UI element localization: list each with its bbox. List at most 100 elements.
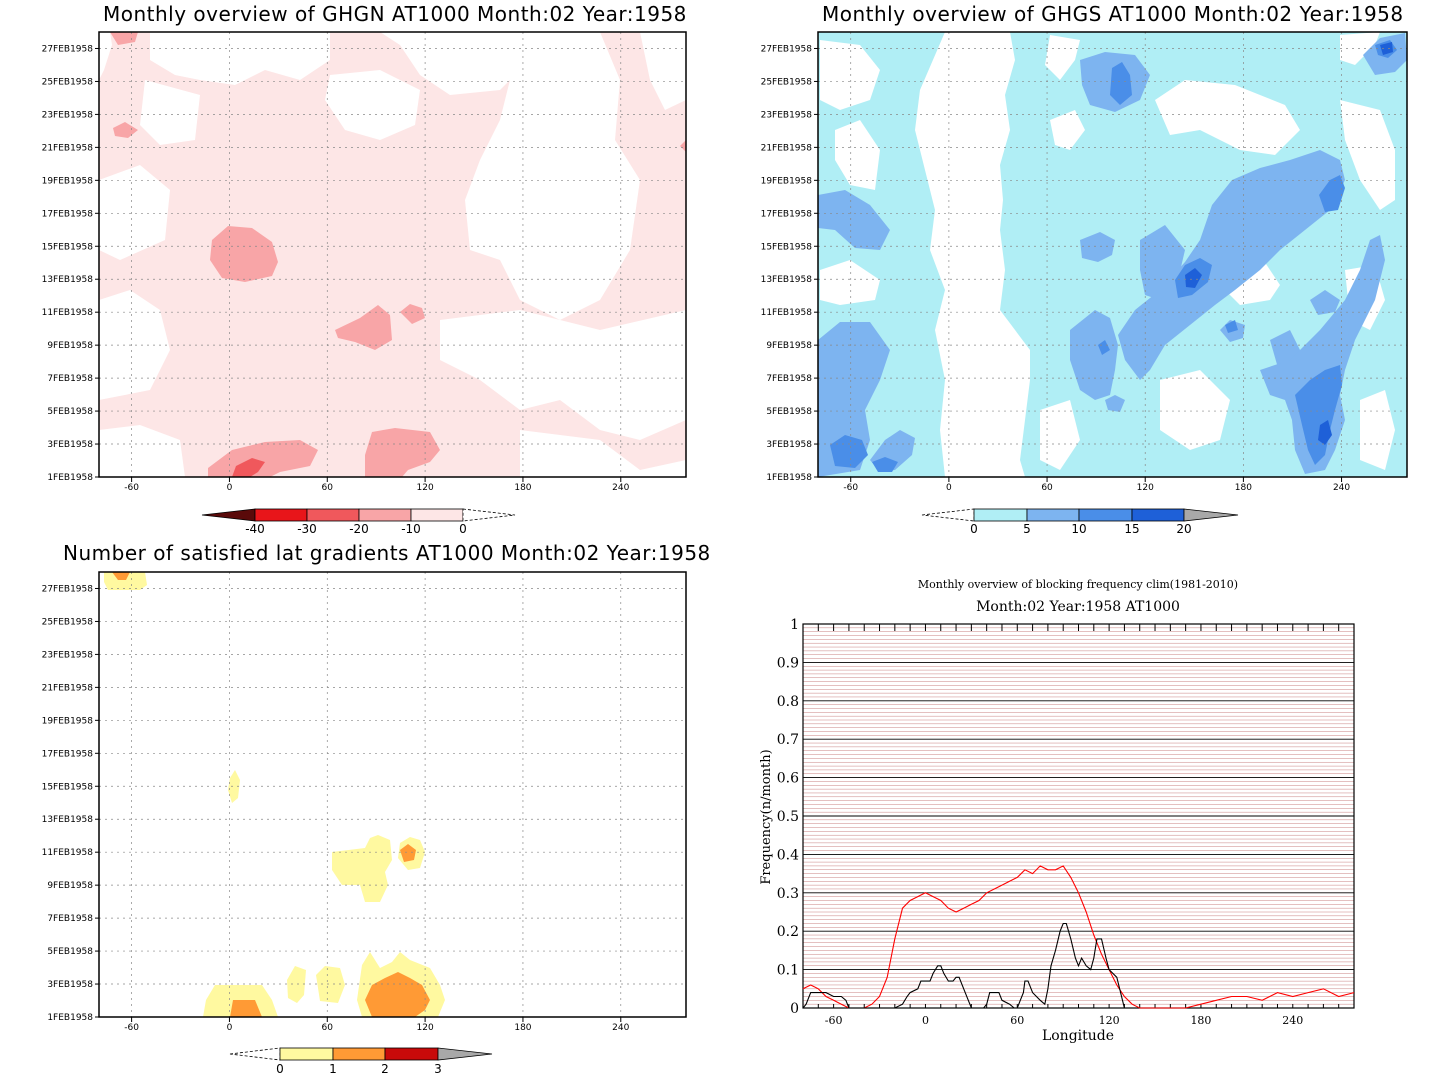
chart4-xtick-label: 60: [1010, 1014, 1024, 1027]
chart3-ytick-label: 19FEB1958: [42, 716, 94, 726]
cb3-label-1: 1: [329, 1062, 337, 1076]
chart4-xtick-label: 0: [922, 1014, 929, 1027]
cb2-label-0: 0: [970, 522, 978, 536]
chart4-ytick-label: 0.7: [777, 732, 799, 748]
chart3-axes: -60 0 60 120 180 240 1FEB1958 3FEB1958 5FEB1958 7…: [42, 571, 687, 1033]
chart2-ytick-label: 3FEB1958: [766, 440, 812, 450]
chart2-xtick-label: 0: [946, 483, 952, 493]
cb1-label-4: 0: [459, 522, 467, 536]
cb3-label-2: 2: [381, 1062, 389, 1076]
chart1-plot: [99, 32, 686, 477]
chart2-title: Monthly overview of GHGS AT1000 Month:02…: [822, 2, 1404, 26]
cb3-label-0: 0: [276, 1062, 284, 1076]
chart2-ytick-label: 13FEB1958: [761, 275, 813, 285]
chart1-ytick-label: 15FEB1958: [42, 242, 94, 252]
chart1-xtick-label: 120: [417, 483, 434, 493]
chart3-frame: [98, 571, 687, 1018]
chart2-ytick-label: 25FEB1958: [761, 77, 813, 87]
chart2-ytick-label: 5FEB1958: [766, 407, 812, 417]
chart4-xtick-label: -60: [825, 1014, 843, 1027]
chart3-ytick-label: 1FEB1958: [47, 1013, 93, 1023]
chart1-ytick-label: 23FEB1958: [42, 110, 94, 120]
chart3-xtick-label: 120: [417, 1023, 434, 1033]
chart2-ytick-label: 19FEB1958: [761, 176, 813, 186]
chart4-ytick-label: 0.8: [777, 694, 799, 710]
chart1-frame: [98, 31, 687, 478]
chart3-title: Number of satisfied lat gradients AT1000…: [63, 541, 711, 565]
chart1-ytick-label: 17FEB1958: [42, 209, 94, 219]
chart1-ytick-label: 25FEB1958: [42, 77, 94, 87]
chart2-frame: [817, 31, 1408, 478]
chart4-xtick-label: 180: [1190, 1014, 1211, 1027]
chart3-ytick-label: 9FEB1958: [47, 881, 93, 891]
chart3-ytick-label: 13FEB1958: [42, 815, 94, 825]
chart2-xtick-label: 60: [1041, 483, 1053, 493]
cb2-label-2: 10: [1071, 522, 1086, 536]
chart4-series-1-line: [802, 922, 1125, 1009]
chart2-xtick-label: 120: [1137, 483, 1154, 493]
chart1-xtick-label: 60: [322, 483, 334, 493]
cb3-label-3: 3: [434, 1062, 442, 1076]
colorbar2: 0 5 10 15 20: [921, 508, 1239, 536]
chart3-ytick-label: 17FEB1958: [42, 749, 94, 759]
chart1-xtick-label: -60: [124, 483, 139, 493]
chart4-ytick-label: 0.5: [777, 809, 799, 825]
chart3-ytick-label: 21FEB1958: [42, 683, 94, 693]
chart1-ytick-label: 5FEB1958: [47, 407, 93, 417]
chart4-xlabel: Longitude: [1042, 1028, 1114, 1044]
chart2-xtick-label: 180: [1235, 483, 1252, 493]
chart1-axes: -60 0 60 120 180 240 1FEB1958 3FEB1958 5FEB1958 7…: [42, 31, 687, 493]
chart4-xtick-label: 240: [1282, 1014, 1303, 1027]
cb1-label-3: -10: [401, 522, 421, 536]
chart4-ytick-label: 1: [790, 617, 799, 633]
chart3-ytick-label: 15FEB1958: [42, 782, 94, 792]
chart1-ytick-label: 7FEB1958: [47, 374, 93, 384]
chart2-xtick-label: -60: [843, 483, 858, 493]
chart2-ytick-label: 7FEB1958: [766, 374, 812, 384]
chart1-ytick-label: 13FEB1958: [42, 275, 94, 285]
chart3-xtick-label: 0: [227, 1023, 233, 1033]
chart4-series-0-line: [802, 865, 1355, 1009]
chart1-xtick-label: 0: [227, 483, 233, 493]
chart1-title: Monthly overview of GHGN AT1000 Month:02…: [103, 2, 687, 26]
chart4-ytick-label: 0.9: [777, 655, 799, 671]
chart4-ytick-label: 0.3: [777, 886, 799, 902]
cb2-label-4: 20: [1176, 522, 1191, 536]
colorbar1: -40 -30 -20 -10 0: [201, 508, 516, 536]
chart3-ytick-label: 3FEB1958: [47, 980, 93, 990]
chart2-xtick-label: 240: [1333, 483, 1350, 493]
cb2-label-3: 15: [1124, 522, 1139, 536]
chart3-xtick-label: 180: [514, 1023, 531, 1033]
chart4-ytick-label: 0.4: [777, 847, 799, 863]
chart2-plot: [818, 32, 1407, 477]
chart3-xtick-label: 60: [322, 1023, 334, 1033]
chart2-ytick-label: 9FEB1958: [766, 341, 812, 351]
chart4-ytick-label: 0.1: [777, 963, 799, 979]
chart2-ytick-label: 11FEB1958: [761, 308, 813, 318]
chart2-ytick-label: 1FEB1958: [766, 473, 812, 483]
chart3-ytick-label: 5FEB1958: [47, 947, 93, 957]
chart3-ytick-label: 7FEB1958: [47, 914, 93, 924]
chart2-ytick-label: 21FEB1958: [761, 143, 813, 153]
chart4-plot: Monthly overview of blocking frequency c…: [759, 578, 1355, 1044]
chart4-xtick-label: 120: [1099, 1014, 1120, 1027]
chart4-ytick-label: 0: [790, 1001, 799, 1017]
chart3-plot: [99, 572, 686, 1017]
chart3-ytick-label: 23FEB1958: [42, 650, 94, 660]
chart4-subtitle: Month:02 Year:1958 AT1000: [976, 599, 1180, 615]
cb1-label-2: -20: [349, 522, 369, 536]
chart2-axes: -60 0 60 120 180 240 1FEB1958 3FEB1958 5FEB1958 7…: [761, 31, 1408, 493]
cb1-label-1: -30: [297, 522, 317, 536]
chart2-ytick-label: 15FEB1958: [761, 242, 813, 252]
chart1-ytick-label: 1FEB1958: [47, 473, 93, 483]
chart1-ytick-label: 19FEB1958: [42, 176, 94, 186]
colorbar3: 0 1 2 3: [229, 1047, 493, 1076]
chart1-xtick-label: 240: [612, 483, 629, 493]
chart3-ytick-label: 25FEB1958: [42, 617, 94, 627]
chart3-xtick-label: 240: [612, 1023, 629, 1033]
chart1-ytick-label: 3FEB1958: [47, 440, 93, 450]
chart1-ytick-label: 27FEB1958: [42, 44, 94, 54]
chart2-ytick-label: 17FEB1958: [761, 209, 813, 219]
chart3-ytick-label: 11FEB1958: [42, 848, 94, 858]
